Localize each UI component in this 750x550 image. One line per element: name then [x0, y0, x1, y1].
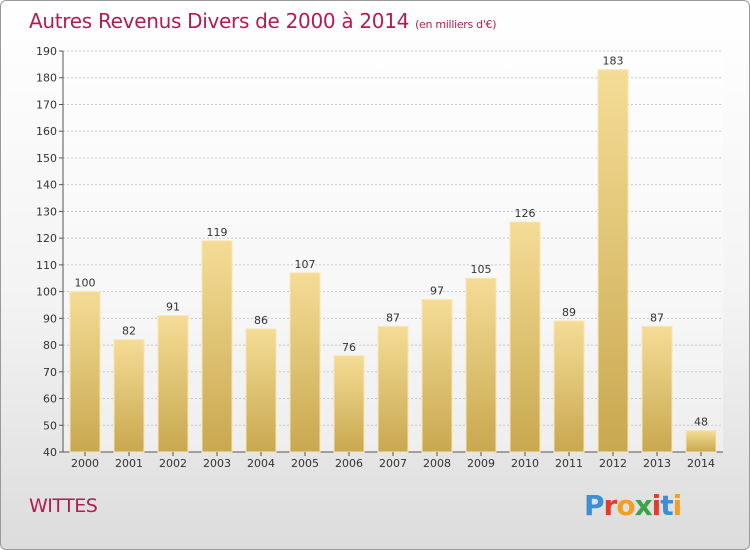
city-label: WITTES — [29, 495, 98, 517]
x-tick-label: 2004 — [247, 457, 275, 470]
bar-2007 — [377, 325, 409, 453]
logo-letter: P — [584, 489, 605, 522]
bar-2002 — [157, 315, 189, 453]
y-tick-label: 60 — [43, 393, 57, 406]
y-tick-label: 140 — [36, 179, 57, 192]
x-tick-label: 2012 — [599, 457, 627, 470]
y-tick-label: 160 — [36, 125, 57, 138]
bar-2014 — [685, 430, 717, 453]
logo-letter: r — [603, 489, 618, 522]
bar-2004 — [245, 328, 277, 453]
bar-2000 — [69, 291, 101, 453]
x-tick-label: 2008 — [423, 457, 451, 470]
bar-2009 — [465, 277, 497, 453]
data-label: 82 — [122, 325, 136, 338]
y-tick-label: 100 — [36, 286, 57, 299]
logo-letter: t — [660, 489, 673, 522]
data-label: 105 — [471, 263, 492, 276]
y-tick-label: 40 — [43, 446, 57, 459]
logo-letter: o — [616, 489, 635, 522]
x-tick-label: 2013 — [643, 457, 671, 470]
y-tick-label: 80 — [43, 339, 57, 352]
y-tick-label: 190 — [36, 45, 57, 58]
chart-title-text: Autres Revenus Divers de 2000 à 2014 — [29, 9, 410, 33]
y-tick-label: 130 — [36, 205, 57, 218]
data-label: 87 — [650, 311, 664, 324]
data-label: 97 — [430, 285, 444, 298]
proxiti-logo: Proxiti — [584, 489, 683, 522]
bar-2012 — [597, 69, 629, 453]
x-tick-label: 2005 — [291, 457, 319, 470]
data-label: 183 — [603, 55, 624, 68]
x-tick-label: 2010 — [511, 457, 539, 470]
y-tick-label: 150 — [36, 152, 57, 165]
data-label: 107 — [295, 258, 316, 271]
x-tick-label: 2014 — [687, 457, 715, 470]
bar-2013 — [641, 325, 673, 453]
bar-2006 — [333, 355, 365, 453]
chart-subtitle: (en milliers d'€) — [415, 18, 497, 31]
chart-title: Autres Revenus Divers de 2000 à 2014 (en … — [29, 9, 497, 33]
data-label: 86 — [254, 314, 268, 327]
bar-2010 — [509, 221, 541, 453]
x-tick-label: 2000 — [71, 457, 99, 470]
x-tick-label: 2006 — [335, 457, 363, 470]
data-label: 91 — [166, 301, 180, 314]
data-label: 89 — [562, 306, 576, 319]
data-label: 100 — [75, 277, 96, 290]
bar-2003 — [201, 240, 233, 453]
y-tick-label: 70 — [43, 366, 57, 379]
y-tick-label: 110 — [36, 259, 57, 272]
y-tick-label: 50 — [43, 419, 57, 432]
logo-letter: i — [672, 489, 683, 522]
bar-2005 — [289, 272, 321, 453]
y-tick-label: 120 — [36, 232, 57, 245]
data-label: 76 — [342, 341, 356, 354]
logo-letter: x — [634, 489, 653, 522]
y-tick-label: 180 — [36, 72, 57, 85]
x-tick-label: 2001 — [115, 457, 143, 470]
x-tick-label: 2009 — [467, 457, 495, 470]
bar-2011 — [553, 320, 585, 453]
x-tick-label: 2003 — [203, 457, 231, 470]
logo-letter: i — [651, 489, 662, 522]
x-tick-label: 2011 — [555, 457, 583, 470]
data-label: 48 — [694, 416, 708, 429]
bar-2001 — [113, 339, 145, 453]
bar-2008 — [421, 299, 453, 453]
x-tick-label: 2007 — [379, 457, 407, 470]
x-tick-label: 2002 — [159, 457, 187, 470]
y-tick-label: 90 — [43, 312, 57, 325]
data-label: 87 — [386, 311, 400, 324]
y-tick-label: 170 — [36, 98, 57, 111]
data-label: 119 — [207, 226, 228, 239]
data-label: 126 — [515, 207, 536, 220]
